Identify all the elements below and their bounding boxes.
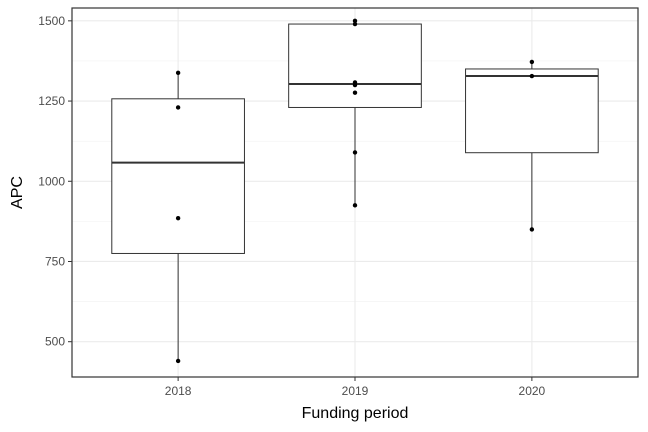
data-points [175, 18, 535, 364]
data-point [529, 59, 535, 65]
data-point [352, 90, 358, 95]
data-point [175, 70, 181, 76]
data-point [352, 203, 358, 208]
box-iqr [111, 98, 245, 254]
x-tick-label: 2019 [342, 384, 369, 398]
box-iqr [288, 23, 422, 108]
data-point [175, 105, 181, 110]
y-tick-label: 1000 [38, 174, 65, 188]
data-point [352, 150, 358, 155]
x-tick-label: 2020 [519, 384, 546, 398]
data-point [175, 215, 181, 221]
box-iqr [465, 68, 599, 154]
data-point [529, 73, 535, 79]
data-point [175, 358, 181, 364]
x-axis-title: Funding period [302, 405, 409, 422]
data-point [529, 227, 535, 232]
box-2018 [111, 72, 245, 361]
y-axis-title: APC [9, 176, 26, 209]
y-tick-label: 1500 [38, 14, 65, 28]
x-tick-label: 2018 [165, 384, 192, 398]
data-point [352, 82, 358, 88]
data-point [352, 21, 358, 27]
axes: 500 750 1000 1250 1500 2018 2019 2020 [38, 14, 545, 398]
y-tick-label: 500 [45, 335, 65, 349]
data-point [352, 18, 358, 24]
y-tick-label: 750 [45, 254, 65, 268]
y-tick-label: 1250 [38, 94, 65, 108]
